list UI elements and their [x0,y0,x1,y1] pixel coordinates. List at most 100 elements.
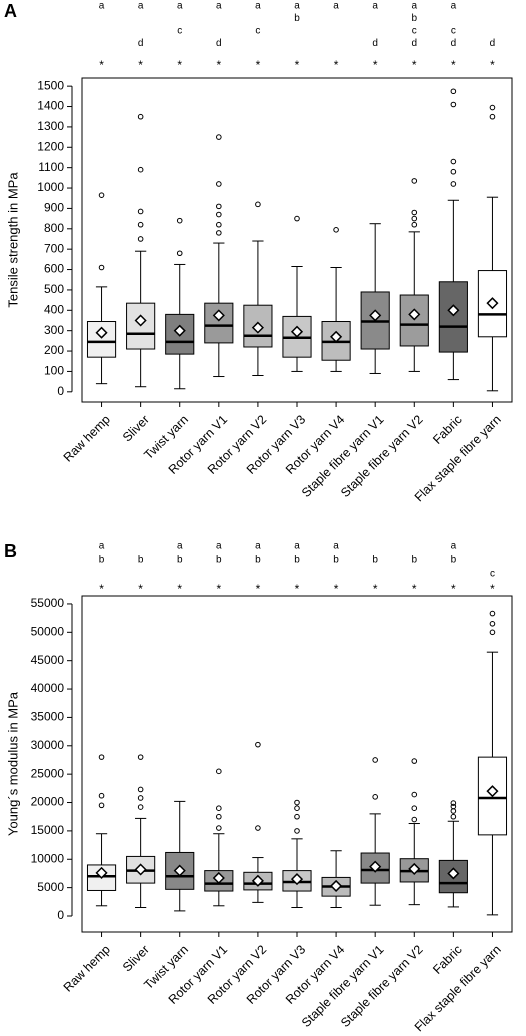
y-tick-label: 200 [44,343,64,357]
outlier [411,178,418,184]
group-letter: b [411,555,417,566]
outlier [216,230,222,236]
x-tick-label: Raw hemp [61,412,113,464]
outlier [489,629,496,636]
outlier [411,221,418,228]
outlier [294,215,300,222]
significance-mark: * [334,582,339,596]
outlier [294,805,300,811]
outlier [489,610,496,617]
mean-marker [290,325,304,338]
outlier [450,101,457,108]
outlier [137,754,144,760]
significance-mark: * [256,58,261,72]
mean-marker [486,297,499,310]
outlier [137,208,144,215]
y-tick-label: 45000 [31,653,65,667]
group-letter: a [255,1,261,12]
significance-mark: * [490,58,495,72]
y-tick-label: 5000 [37,880,64,894]
y-tick-label: 55000 [31,596,65,610]
y-tick-label: 20000 [31,795,65,809]
group-letter: a [177,541,183,552]
y-tick-label: 25000 [31,766,65,780]
group-letter: b [216,555,222,566]
outlier [372,757,378,763]
significance-mark: * [138,582,143,596]
group-letter: a [294,1,300,12]
outlier [450,813,457,820]
mean-marker [212,309,225,322]
group-letter: a [255,541,261,552]
outlier [489,621,496,627]
mean-marker [251,321,264,334]
significance-mark: * [256,582,261,596]
outlier [98,792,105,799]
outlier [176,250,183,257]
y-tick-label: 30000 [31,738,65,752]
group-letter: b [138,555,144,566]
group-letter: b [294,555,300,566]
mean-marker [173,324,186,337]
outlier [450,800,457,806]
outlier [294,799,300,806]
outlier [450,803,457,810]
group-letter: c [177,26,182,37]
outlier [294,813,300,820]
y-tick-label: 500 [44,282,64,296]
significance-mark: * [216,58,221,72]
outlier [137,166,144,173]
y-tick-label: 800 [44,221,64,235]
outlier [216,134,222,140]
outlier [411,816,418,823]
significance-mark: * [334,58,339,72]
x-tick-label: Raw hemp [61,942,113,994]
group-letter: a [177,1,183,12]
outlier [216,768,222,775]
box [86,864,117,891]
significance-mark: * [295,582,300,596]
mean-marker [447,304,460,317]
outlier [98,192,105,198]
y-tick-label: 1400 [37,99,64,113]
mean-marker [134,863,147,876]
outlier [450,808,457,814]
x-tick-label: Sliver [120,942,152,974]
mean-marker [408,308,421,321]
outlier [489,113,496,120]
panel-label: B [4,541,17,561]
outlier [255,201,261,208]
mean-marker [330,330,343,343]
group-letter: a [216,1,222,12]
significance-mark: * [99,582,104,596]
mean-marker [447,867,460,880]
box [204,302,234,344]
outlier [333,227,339,233]
significance-mark: * [412,58,417,72]
outlier [411,215,418,222]
y-tick-label: 1300 [37,119,64,133]
group-letter: a [411,1,417,12]
y-tick-label: 900 [44,201,64,215]
group-letter: d [138,38,144,49]
significance-mark: * [412,582,417,596]
significance-mark: * [490,582,495,596]
group-letter: c [451,26,456,37]
outlier [450,168,457,175]
group-letter: d [451,38,457,49]
group-letter: b [333,555,339,566]
y-axis-label: Tensile strength in MPa [5,172,20,308]
outlier [489,104,496,111]
y-tick-label: 0 [57,384,64,398]
significance-mark: * [373,582,378,596]
x-tick-label: Sliver [120,412,152,444]
significance-mark: * [177,582,182,596]
group-letter: a [451,1,457,12]
outlier [176,217,183,224]
mean-marker [486,785,499,798]
y-tick-label: 600 [44,262,64,276]
group-letter: a [372,1,378,12]
outlier [137,795,144,801]
mean-marker [173,864,186,877]
